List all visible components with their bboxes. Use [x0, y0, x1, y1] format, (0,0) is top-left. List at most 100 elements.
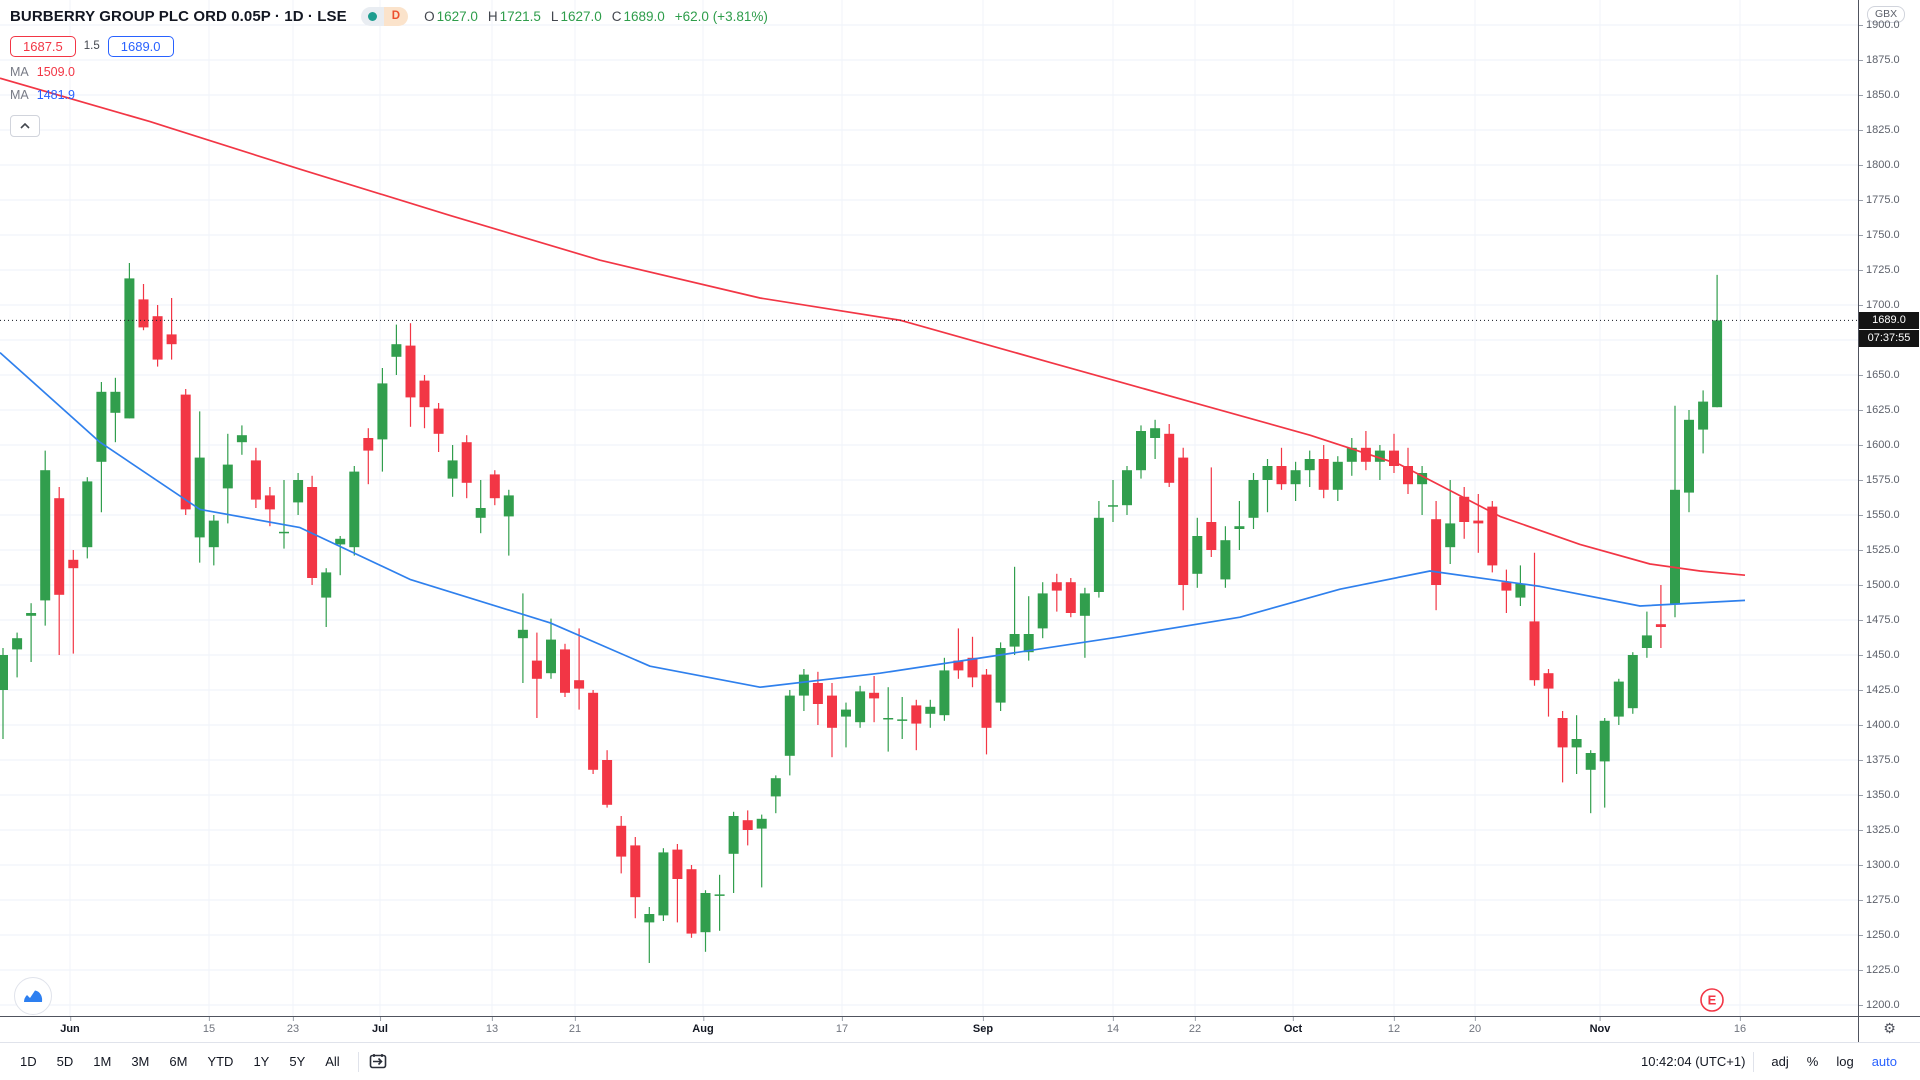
ohlc-readout: O 1627.0 H 1721.5 L 1627.0 C 1689.0 +62.0 (+… [424, 9, 768, 24]
toolbar-separator [357, 1051, 359, 1072]
time-tick-label: 16 [1733, 1017, 1747, 1035]
time-tick-label: 14 [1106, 1017, 1120, 1035]
time-tick-label: Nov [1589, 1017, 1611, 1035]
maximize-chart-button[interactable] [14, 977, 52, 1015]
currency-badge[interactable]: GBX [1867, 6, 1906, 23]
interval-pill[interactable]: D [360, 6, 409, 26]
price-tick-label: 1625.0 [1859, 404, 1900, 416]
buy-button[interactable]: 1689.0 [107, 35, 174, 57]
chart-plot-area[interactable]: E [0, 0, 1858, 1016]
price-tick-label: 1650.0 [1859, 369, 1900, 381]
range-button-1d[interactable]: 1D [10, 1050, 47, 1073]
price-tick-label: 1375.0 [1859, 754, 1900, 766]
price-tick-label: 1550.0 [1859, 509, 1900, 521]
go-to-date-icon[interactable] [369, 1053, 388, 1070]
time-tick-label: Oct [1283, 1017, 1303, 1035]
range-button-1y[interactable]: 1Y [243, 1050, 279, 1073]
open-value: 1627.0 [436, 8, 478, 24]
price-axis[interactable]: GBX 1200.0 1225.0 1250.0 1275.0 1300.0 1325.0… [1858, 0, 1920, 1016]
time-tick-label: 20 [1468, 1017, 1482, 1035]
ma-indicator-row[interactable]: MA 1509.0 [10, 63, 768, 80]
close-label: C [611, 8, 622, 24]
chart-logo-icon [24, 990, 43, 1002]
price-tick-label: 1575.0 [1859, 474, 1900, 486]
price-tick-label: 1500.0 [1859, 579, 1900, 591]
price-tick-label: 1525.0 [1859, 544, 1900, 556]
ma-label: MA [10, 64, 29, 79]
range-button-6m[interactable]: 6M [159, 1050, 197, 1073]
price-tick-label: 1825.0 [1859, 124, 1900, 136]
price-tick-label: 1700.0 [1859, 299, 1900, 311]
change-value: +62.0 (+3.81%) [674, 8, 768, 24]
time-tick-label: 15 [202, 1017, 216, 1035]
price-tick-label: 1300.0 [1859, 859, 1900, 871]
ma-red-value: 1509.0 [36, 64, 75, 79]
price-tick-label: 1875.0 [1859, 54, 1900, 66]
range-button-ytd[interactable]: YTD [197, 1050, 243, 1073]
symbol-title[interactable]: BURBERRY GROUP PLC ORD 0.05P · 1D · LSE [10, 7, 347, 25]
toolbar-right-group: 10:42:04 (UTC+1) adj % log auto [1641, 1050, 1906, 1073]
price-tick-label: 1425.0 [1859, 684, 1900, 696]
price-tick-label: 1400.0 [1859, 719, 1900, 731]
range-buttons-group: 1D 5D 1M 3M 6M YTD 1Y 5Y All [10, 1050, 388, 1073]
time-tick-label: Sep [972, 1017, 994, 1035]
price-tick-label: 1475.0 [1859, 614, 1900, 626]
time-axis[interactable]: Jun 15 23 Jul 13 21 Aug 17 Sep 14 22 Oct 12 20 Nov 16 [0, 1016, 1858, 1042]
candlestick-chart[interactable]: E [0, 0, 1858, 1016]
time-tick-label: 17 [835, 1017, 849, 1035]
low-value: 1627.0 [560, 8, 602, 24]
range-button-3m[interactable]: 3M [121, 1050, 159, 1073]
price-tick-label: 1350.0 [1859, 789, 1900, 801]
price-tick-label: 1775.0 [1859, 194, 1900, 206]
percent-scale-button[interactable]: % [1798, 1050, 1828, 1073]
time-tick-label: 23 [286, 1017, 300, 1035]
price-tick-label: 1800.0 [1859, 159, 1900, 171]
price-tick-label: 1225.0 [1859, 964, 1900, 976]
chart-legend: BURBERRY GROUP PLC ORD 0.05P · 1D · LSE … [10, 4, 768, 137]
market-status-dot-icon [367, 11, 377, 21]
price-tick-label: 1600.0 [1859, 439, 1900, 451]
axis-corner-cell: ⚙ [1858, 1016, 1920, 1042]
range-button-all[interactable]: All [315, 1050, 349, 1073]
open-label: O [424, 8, 435, 24]
price-tick-label: 1250.0 [1859, 929, 1900, 941]
high-value: 1721.5 [499, 8, 541, 24]
bar-countdown-label: 07:37:55 [1859, 329, 1919, 347]
gear-icon[interactable]: ⚙ [1883, 1021, 1896, 1037]
close-value: 1689.0 [623, 8, 665, 24]
price-tick-label: 1275.0 [1859, 894, 1900, 906]
collapse-legend-button[interactable] [10, 115, 40, 137]
ma-indicator-row[interactable]: MA 1481.9 [10, 86, 768, 103]
bottom-toolbar: 1D 5D 1M 3M 6M YTD 1Y 5Y All 10:42:04 (UTC+1) ad… [0, 1042, 1920, 1080]
range-button-5d[interactable]: 5D [47, 1050, 84, 1073]
current-price-label: 1689.0 [1859, 311, 1919, 329]
time-tick-label: 21 [568, 1017, 582, 1035]
price-tick-label: 1725.0 [1859, 264, 1900, 276]
adjust-data-button[interactable]: adj [1762, 1050, 1797, 1073]
time-tick-label: 12 [1387, 1017, 1401, 1035]
range-button-5y[interactable]: 5Y [279, 1050, 315, 1073]
clock-text[interactable]: 10:42:04 (UTC+1) [1640, 1054, 1746, 1069]
price-tick-label: 1450.0 [1859, 649, 1900, 661]
ma-blue-value: 1481.9 [36, 87, 75, 102]
low-label: L [550, 8, 559, 24]
log-scale-button[interactable]: log [1827, 1050, 1862, 1073]
time-tick-label: Jun [60, 1017, 80, 1035]
market-status-segment [360, 6, 384, 26]
ma-label: MA [10, 87, 29, 102]
time-tick-label: 13 [485, 1017, 499, 1035]
svg-text:E: E [1708, 993, 1717, 1008]
interval-badge: D [383, 6, 409, 26]
range-button-1m[interactable]: 1M [83, 1050, 121, 1073]
toolbar-separator [1753, 1051, 1755, 1072]
price-tick-label: 1200.0 [1859, 999, 1900, 1011]
price-tick-label: 1900.0 [1859, 19, 1900, 31]
auto-scale-button[interactable]: auto [1863, 1050, 1906, 1073]
price-tick-label: 1750.0 [1859, 229, 1900, 241]
sell-button[interactable]: 1687.5 [10, 35, 76, 57]
time-tick-label: 22 [1188, 1017, 1202, 1035]
spread-value: 1.5 [83, 40, 100, 52]
high-label: H [487, 8, 498, 24]
time-tick-label: Jul [372, 1017, 388, 1035]
price-tick-label: 1850.0 [1859, 89, 1900, 101]
